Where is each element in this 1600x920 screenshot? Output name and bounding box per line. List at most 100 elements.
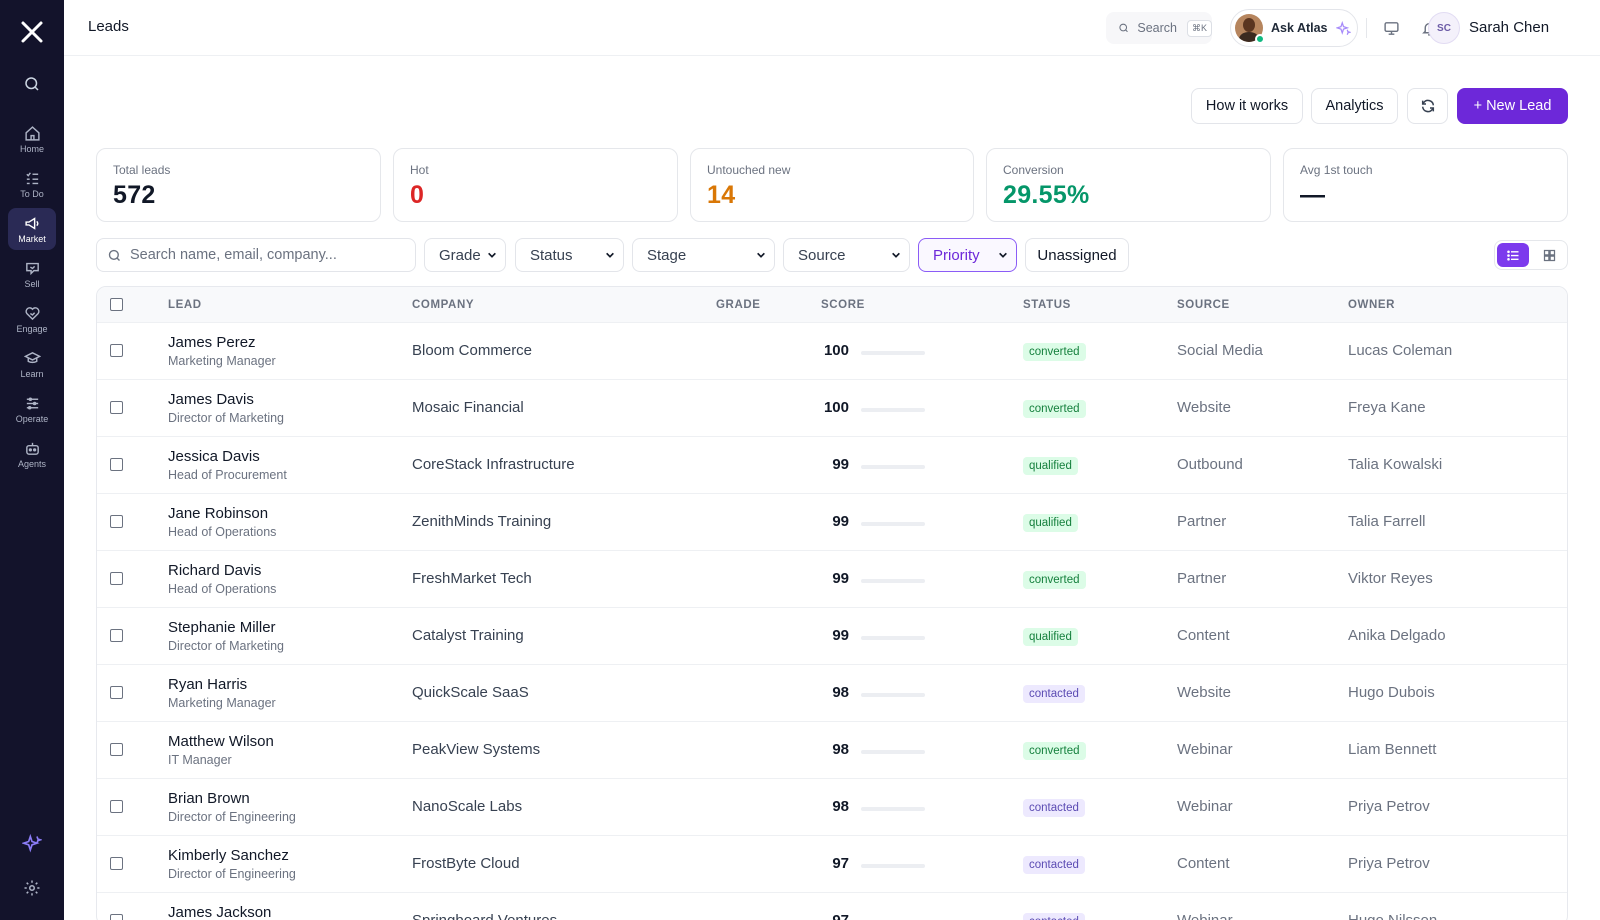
table-row[interactable]: Stephanie Miller Director of Marketing Cat…: [97, 608, 1567, 665]
status-badge: contacted: [1023, 913, 1085, 920]
kpi-value: 29.55%: [1003, 181, 1090, 209]
row-checkbox[interactable]: [110, 914, 123, 920]
lead-name[interactable]: Kimberly Sanchez: [168, 847, 289, 864]
sidebar-item-todo[interactable]: To Do: [8, 163, 56, 205]
lead-name[interactable]: Brian Brown: [168, 790, 250, 807]
kpi-label: Hot: [410, 163, 429, 177]
grade-filter-select[interactable]: Grade: [424, 238, 506, 272]
row-checkbox[interactable]: [110, 344, 123, 357]
table-row[interactable]: Jessica Davis Head of Procurement CoreStac…: [97, 437, 1567, 494]
stage-filter-select[interactable]: Stage: [632, 238, 775, 272]
sidebar-item-label: Engage: [16, 323, 48, 334]
settings-gear-icon[interactable]: [20, 876, 44, 900]
company-name: NanoScale Labs: [412, 798, 523, 815]
lead-title: Head of Procurement: [168, 468, 287, 482]
ask-atlas-button[interactable]: Ask Atlas: [1230, 9, 1358, 47]
row-checkbox[interactable]: [110, 686, 123, 699]
table-row[interactable]: James Jackson Springboard Ventures 97 conta…: [97, 893, 1567, 920]
lead-title: Director of Engineering: [168, 810, 296, 824]
lead-name[interactable]: James Jackson: [168, 904, 272, 920]
global-search-button[interactable]: Search ⌘K: [1106, 12, 1212, 44]
lead-name[interactable]: Ryan Harris: [168, 676, 248, 693]
sidebar-item-label: Agents: [17, 458, 47, 469]
table-row[interactable]: Matthew Wilson IT Manager PeakView Systems…: [97, 722, 1567, 779]
sidebar-item-home[interactable]: Home: [8, 118, 56, 160]
table-row[interactable]: Ryan Harris Marketing Manager QuickScale S…: [97, 665, 1567, 722]
new-lead-button[interactable]: + New Lead: [1457, 88, 1568, 124]
status-badge: converted: [1023, 400, 1086, 418]
lead-source: Content: [1177, 855, 1230, 872]
table-row[interactable]: Kimberly Sanchez Director of Engineering F…: [97, 836, 1567, 893]
sidebar-item-learn[interactable]: Learn: [8, 343, 56, 385]
app-logo-icon[interactable]: [18, 18, 46, 46]
sidebar-item-label: Market: [18, 233, 46, 244]
lead-name[interactable]: Jessica Davis: [168, 448, 260, 465]
analytics-button[interactable]: Analytics: [1311, 88, 1398, 124]
table-row[interactable]: James Perez Marketing Manager Bloom Commer…: [97, 323, 1567, 380]
lead-name[interactable]: James Davis: [168, 391, 254, 408]
column-header-owner[interactable]: OWNER: [1348, 299, 1396, 311]
sidebar-item-sell[interactable]: Sell: [8, 253, 56, 295]
row-checkbox[interactable]: [110, 515, 123, 528]
sidebar-item-market[interactable]: Market: [8, 208, 56, 250]
page-title: Leads: [88, 18, 129, 35]
sidebar-item-label: Learn: [20, 368, 44, 379]
row-checkbox[interactable]: [110, 401, 123, 414]
lead-name[interactable]: Matthew Wilson: [168, 733, 274, 750]
table-row[interactable]: Richard Davis Head of Operations FreshMark…: [97, 551, 1567, 608]
kpi-value: 14: [707, 181, 736, 209]
select-all-checkbox[interactable]: [110, 298, 123, 311]
sparkle-icon[interactable]: [20, 832, 44, 856]
kpi-label: Untouched new: [707, 163, 791, 177]
status-filter-select[interactable]: Status: [515, 238, 624, 272]
how-it-works-button[interactable]: How it works: [1191, 88, 1303, 124]
row-checkbox[interactable]: [110, 458, 123, 471]
column-header-source[interactable]: SOURCE: [1177, 299, 1230, 311]
company-name: FreshMarket Tech: [412, 570, 532, 587]
sidebar-item-label: Operate: [15, 413, 49, 424]
user-name[interactable]: Sarah Chen: [1469, 19, 1550, 36]
lead-name[interactable]: Jane Robinson: [168, 505, 269, 522]
lead-name[interactable]: James Perez: [168, 334, 256, 351]
sidebar-item-agents[interactable]: Agents: [8, 433, 56, 475]
monitor-icon[interactable]: [1381, 18, 1401, 38]
table-row[interactable]: Jane Robinson Head of Operations ZenithMin…: [97, 494, 1567, 551]
column-header-score[interactable]: SCORE: [821, 299, 865, 311]
table-row[interactable]: James Davis Director of Marketing Mosaic F…: [97, 380, 1567, 437]
user-avatar[interactable]: SC: [1428, 12, 1460, 44]
sliders-icon: [26, 396, 38, 410]
priority-filter-select[interactable]: Priority: [918, 238, 1017, 272]
lead-source: Website: [1177, 399, 1231, 416]
sidebar-search-icon[interactable]: [20, 72, 44, 96]
table-row[interactable]: Brian Brown Director of Engineering NanoSc…: [97, 779, 1567, 836]
row-checkbox[interactable]: [110, 857, 123, 870]
column-header-company[interactable]: COMPANY: [412, 299, 475, 311]
refresh-button[interactable]: [1407, 88, 1448, 124]
unassigned-filter-button[interactable]: Unassigned: [1025, 238, 1129, 272]
lead-score: 99: [832, 627, 849, 644]
row-checkbox[interactable]: [110, 800, 123, 813]
kpi-card-hot: Hot 0: [393, 148, 678, 222]
score-bar: [861, 351, 925, 355]
lead-score: 100: [823, 399, 849, 416]
row-checkbox[interactable]: [110, 743, 123, 756]
sidebar-item-operate[interactable]: Operate: [8, 388, 56, 430]
row-checkbox[interactable]: [110, 629, 123, 642]
grid-view-button[interactable]: [1533, 243, 1565, 267]
row-checkbox[interactable]: [110, 572, 123, 585]
column-header-grade[interactable]: GRADE: [716, 299, 761, 311]
list-view-button[interactable]: [1497, 243, 1529, 267]
column-header-lead[interactable]: LEAD: [168, 299, 202, 311]
lead-search-field[interactable]: [96, 238, 416, 272]
sidebar-item-engage[interactable]: Engage: [8, 298, 56, 340]
chevron-down-icon: [892, 252, 900, 258]
column-header-status[interactable]: STATUS: [1023, 299, 1071, 311]
global-search-label: Search: [1137, 21, 1177, 35]
source-filter-select[interactable]: Source: [783, 238, 910, 272]
lead-name[interactable]: Stephanie Miller: [168, 619, 276, 636]
lead-score: 97: [832, 855, 849, 872]
lead-name[interactable]: Richard Davis: [168, 562, 262, 579]
lead-search-input[interactable]: [130, 247, 400, 263]
kpi-card-total-leads: Total leads 572: [96, 148, 381, 222]
select-value: Priority: [933, 246, 980, 264]
